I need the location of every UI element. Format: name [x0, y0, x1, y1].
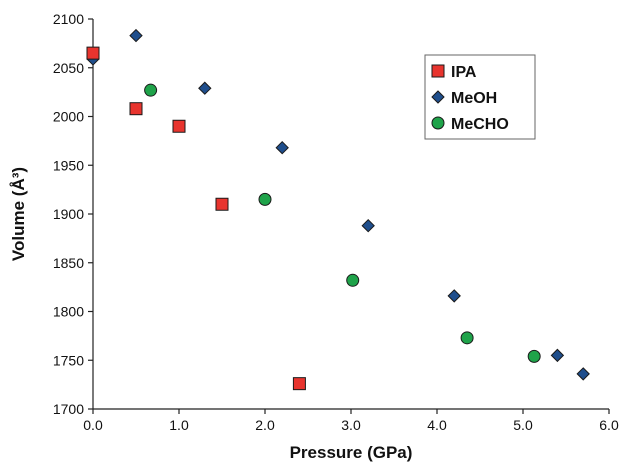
point-meoh: [275, 140, 289, 155]
legend-label-meoh: MeOH: [451, 90, 497, 107]
point-meoh: [129, 28, 143, 43]
legend-marker-ipa: [431, 64, 445, 78]
point-meoh: [447, 289, 461, 303]
legend-label-mecho: MeCHO: [451, 116, 509, 133]
x-tick-label: 4.0: [427, 417, 447, 433]
point-meoh: [198, 81, 212, 95]
x-tick-label: 1.0: [169, 417, 189, 433]
y-axis-title: Volume (Å³): [9, 167, 28, 261]
point-mecho: [346, 273, 360, 287]
y-ticks: 1700 1750 1800 1850 1900 1950 2000 2050 2100: [53, 11, 93, 417]
y-tick-label: 1700: [53, 401, 84, 417]
data-points: [86, 28, 590, 391]
x-tick-label: 3.0: [341, 417, 361, 433]
point-mecho: [460, 331, 474, 345]
x-tick-label: 0.0: [83, 417, 103, 433]
point-ipa: [129, 102, 143, 116]
legend: IPA MeOH MeCHO: [424, 54, 536, 140]
point-meoh: [550, 348, 565, 363]
point-mecho: [258, 192, 272, 206]
x-tick-label: 6.0: [599, 417, 619, 433]
y-tick-label: 1800: [53, 304, 84, 320]
point-mecho: [527, 349, 541, 363]
y-tick-label: 1750: [53, 352, 84, 368]
legend-label-ipa: IPA: [451, 64, 477, 81]
y-tick-label: 2100: [53, 11, 84, 27]
x-ticks: 0.0 1.0 2.0 3.0 4.0 5.0 6.0: [83, 409, 619, 433]
point-meoh: [361, 218, 375, 233]
y-tick-label: 1850: [53, 255, 84, 271]
point-mecho: [144, 83, 158, 97]
y-tick-label: 1900: [53, 206, 84, 222]
x-axis-title: Pressure (GPa): [290, 443, 413, 462]
legend-marker-meoh: [431, 90, 445, 104]
y-tick-label: 1950: [53, 157, 84, 173]
legend-marker-mecho: [431, 116, 445, 130]
point-ipa: [215, 197, 229, 211]
x-tick-label: 5.0: [513, 417, 533, 433]
point-ipa: [292, 377, 306, 391]
point-ipa: [86, 46, 100, 60]
y-tick-label: 2000: [53, 109, 84, 125]
point-meoh: [576, 367, 590, 381]
point-ipa: [172, 119, 186, 133]
y-tick-label: 2050: [53, 60, 84, 76]
x-tick-label: 2.0: [255, 417, 275, 433]
